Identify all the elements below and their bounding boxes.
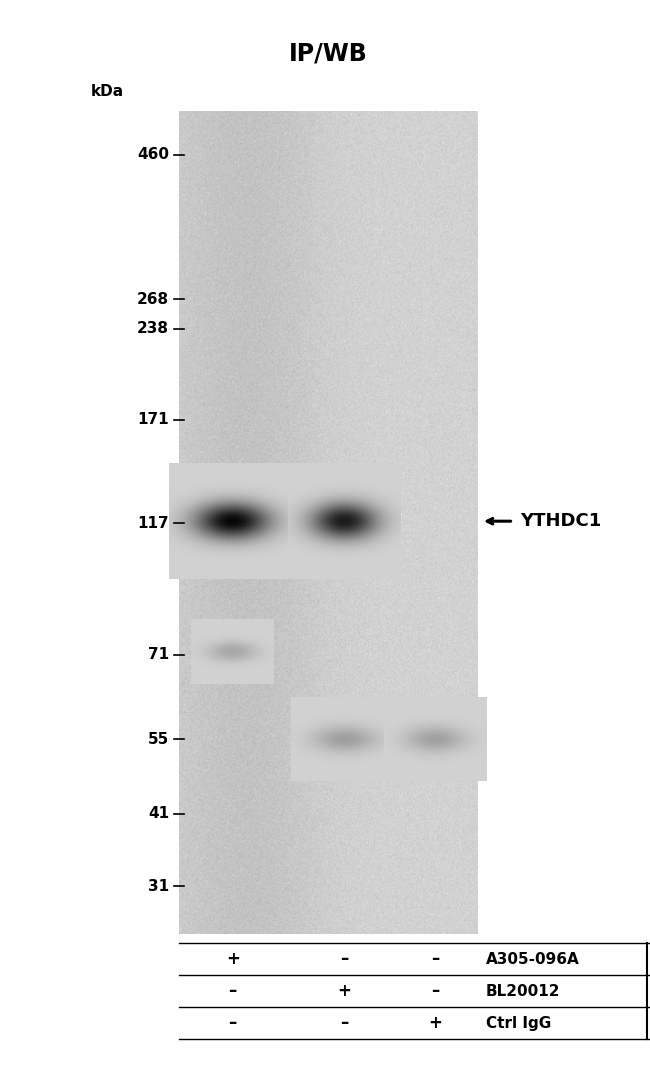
Text: –: –: [229, 1015, 237, 1032]
Text: 55: 55: [148, 732, 169, 747]
Text: 171: 171: [137, 412, 169, 427]
Text: A305-096A: A305-096A: [486, 952, 579, 967]
Text: IP/WB: IP/WB: [289, 42, 368, 65]
Text: YTHDC1: YTHDC1: [520, 513, 601, 530]
Text: –: –: [341, 951, 348, 968]
Text: 460: 460: [137, 147, 169, 162]
Text: 71: 71: [148, 647, 169, 662]
Text: –: –: [432, 951, 439, 968]
Text: 238: 238: [137, 321, 169, 336]
Text: 117: 117: [137, 516, 169, 531]
Text: +: +: [428, 1015, 443, 1032]
Text: –: –: [432, 983, 439, 1000]
Text: 31: 31: [148, 879, 169, 894]
Text: Ctrl IgG: Ctrl IgG: [486, 1016, 551, 1031]
Text: +: +: [337, 983, 352, 1000]
Text: +: +: [226, 951, 240, 968]
Text: –: –: [341, 1015, 348, 1032]
Text: –: –: [229, 983, 237, 1000]
Text: 41: 41: [148, 806, 169, 821]
Text: BL20012: BL20012: [486, 984, 560, 999]
Text: 268: 268: [137, 292, 169, 307]
Text: kDa: kDa: [90, 84, 124, 99]
